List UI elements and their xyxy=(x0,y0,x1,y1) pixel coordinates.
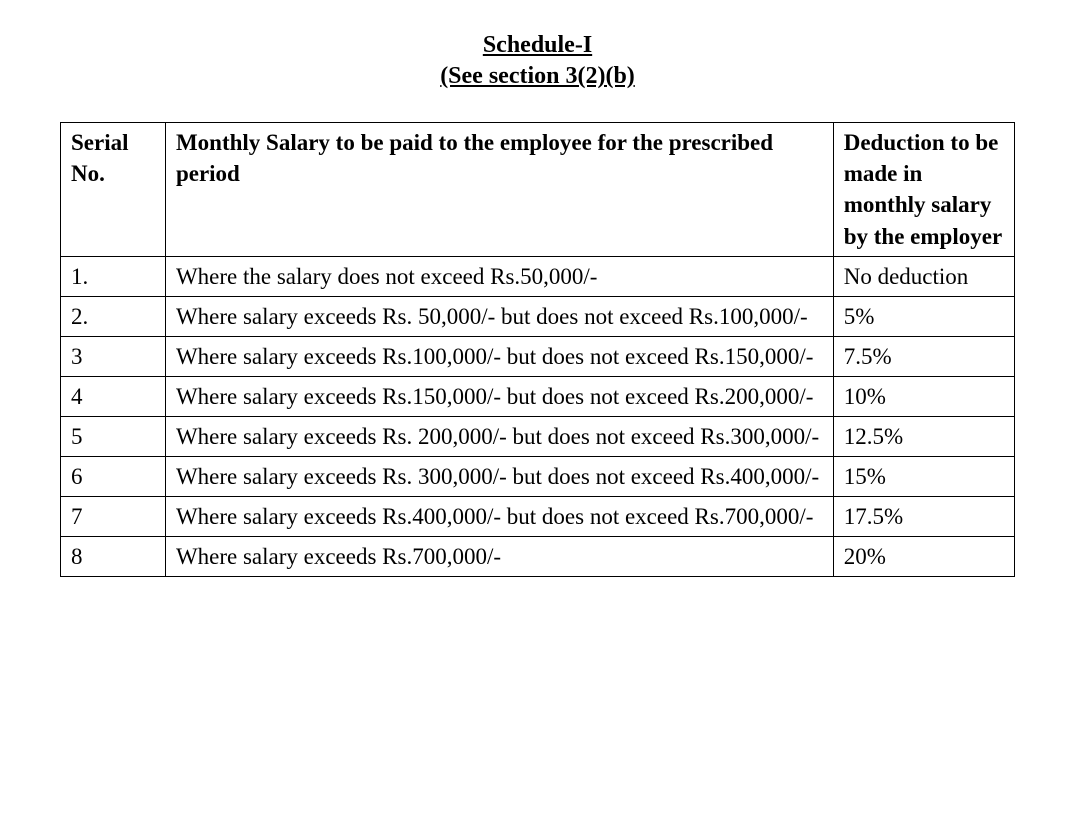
table-row: 8 Where salary exceeds Rs.700,000/- 20% xyxy=(61,536,1015,576)
cell-salary: Where salary exceeds Rs.700,000/- xyxy=(165,536,833,576)
document-heading: Schedule-I (See section 3(2)(b) xyxy=(60,30,1015,92)
cell-deduction: 5% xyxy=(833,296,1014,336)
table-row: 1. Where the salary does not exceed Rs.5… xyxy=(61,256,1015,296)
cell-serial: 1. xyxy=(61,256,166,296)
cell-deduction: 20% xyxy=(833,536,1014,576)
table-row: 2. Where salary exceeds Rs. 50,000/- but… xyxy=(61,296,1015,336)
cell-serial: 4 xyxy=(61,376,166,416)
cell-salary: Where salary exceeds Rs.400,000/- but do… xyxy=(165,496,833,536)
cell-deduction: 7.5% xyxy=(833,336,1014,376)
heading-line-2: (See section 3(2)(b) xyxy=(60,61,1015,92)
table-row: 4 Where salary exceeds Rs.150,000/- but … xyxy=(61,376,1015,416)
col-header-serial: Serial No. xyxy=(61,123,166,256)
cell-salary: Where salary exceeds Rs. 300,000/- but d… xyxy=(165,456,833,496)
table-header-row: Serial No. Monthly Salary to be paid to … xyxy=(61,123,1015,256)
heading-line-1: Schedule-I xyxy=(60,30,1015,61)
cell-salary: Where salary exceeds Rs. 50,000/- but do… xyxy=(165,296,833,336)
cell-serial: 5 xyxy=(61,416,166,456)
cell-serial: 7 xyxy=(61,496,166,536)
table-row: 5 Where salary exceeds Rs. 200,000/- but… xyxy=(61,416,1015,456)
cell-salary: Where salary exceeds Rs. 200,000/- but d… xyxy=(165,416,833,456)
table-row: 3 Where salary exceeds Rs.100,000/- but … xyxy=(61,336,1015,376)
cell-salary: Where salary exceeds Rs.100,000/- but do… xyxy=(165,336,833,376)
col-header-salary: Monthly Salary to be paid to the employe… xyxy=(165,123,833,256)
cell-serial: 3 xyxy=(61,336,166,376)
schedule-table: Serial No. Monthly Salary to be paid to … xyxy=(60,122,1015,577)
cell-deduction: 10% xyxy=(833,376,1014,416)
cell-serial: 2. xyxy=(61,296,166,336)
table-row: 7 Where salary exceeds Rs.400,000/- but … xyxy=(61,496,1015,536)
cell-deduction: 17.5% xyxy=(833,496,1014,536)
cell-serial: 6 xyxy=(61,456,166,496)
cell-salary: Where salary exceeds Rs.150,000/- but do… xyxy=(165,376,833,416)
cell-serial: 8 xyxy=(61,536,166,576)
cell-salary: Where the salary does not exceed Rs.50,0… xyxy=(165,256,833,296)
cell-deduction: 12.5% xyxy=(833,416,1014,456)
cell-deduction: No deduction xyxy=(833,256,1014,296)
col-header-deduction: Deduction to be made in monthly salary b… xyxy=(833,123,1014,256)
cell-deduction: 15% xyxy=(833,456,1014,496)
table-row: 6 Where salary exceeds Rs. 300,000/- but… xyxy=(61,456,1015,496)
